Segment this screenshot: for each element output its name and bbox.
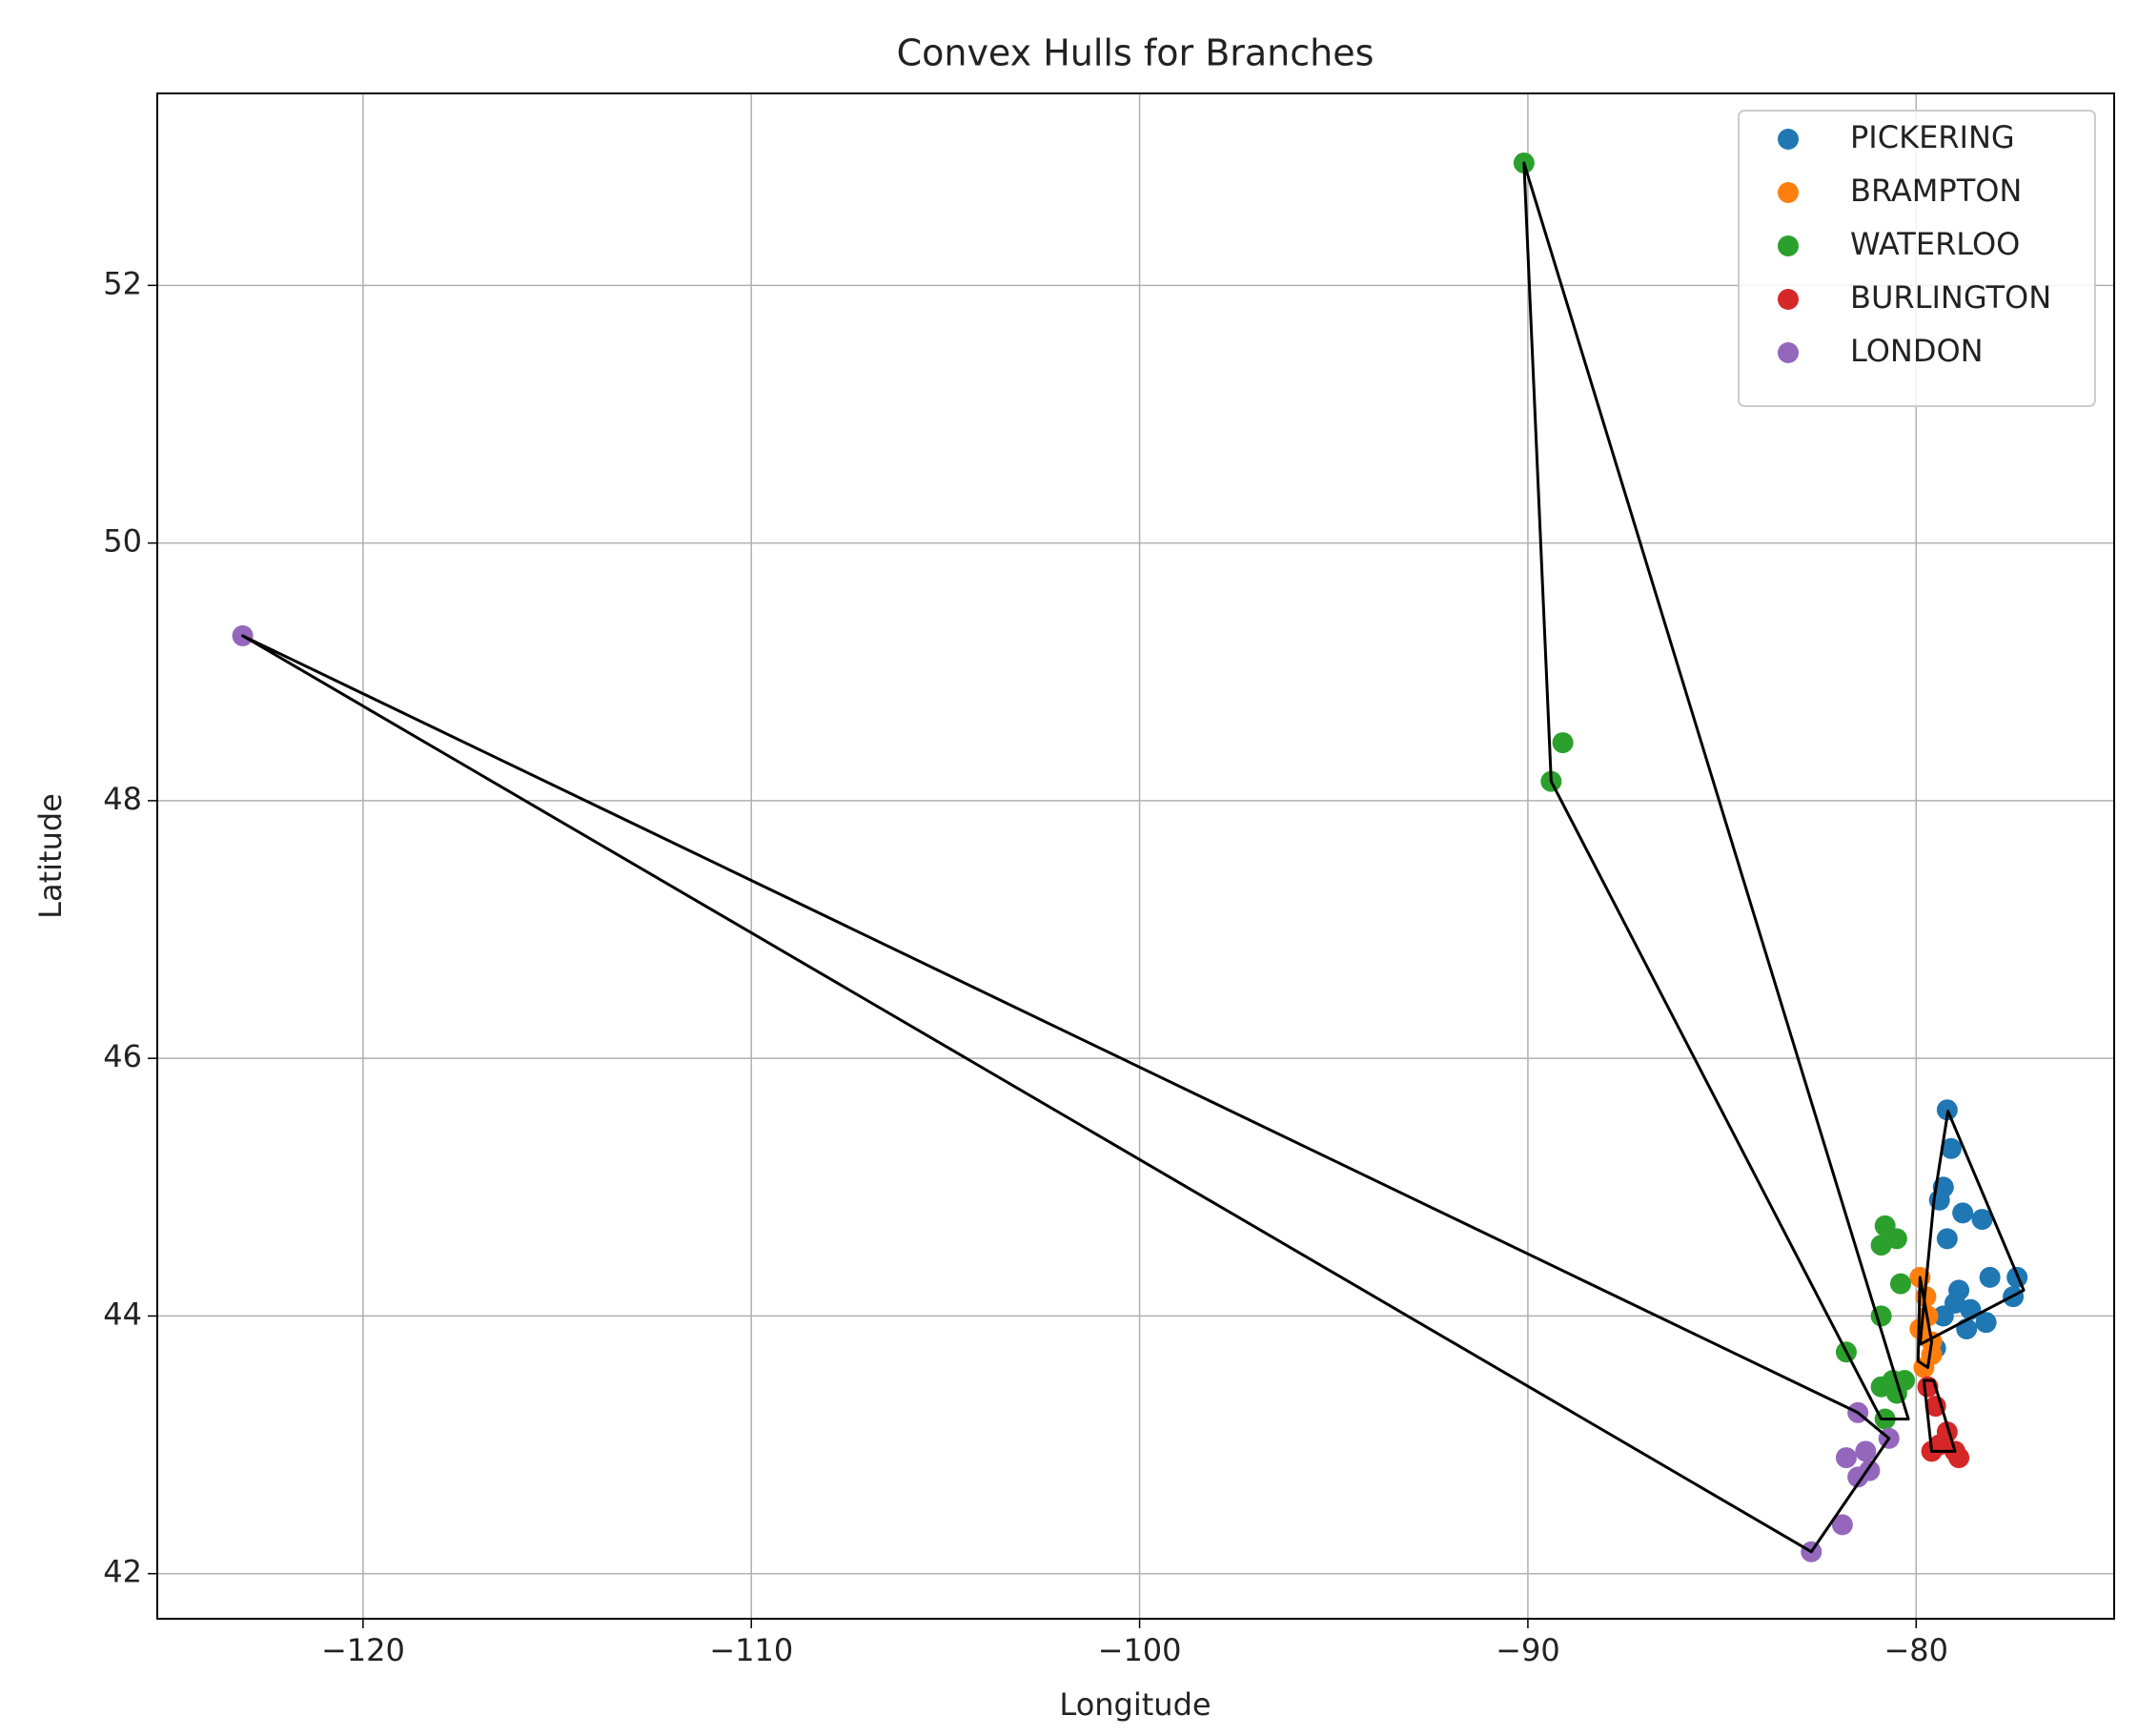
legend-label: PICKERING xyxy=(1850,119,2015,155)
scatter-point xyxy=(1936,1228,1958,1250)
convex-hull xyxy=(1522,161,1910,1421)
y-tick-label: 48 xyxy=(103,781,142,817)
legend-marker xyxy=(1778,129,1799,150)
scatter-point xyxy=(1975,1312,1997,1334)
scatter-point xyxy=(1835,1447,1857,1469)
scatter-point xyxy=(1552,732,1574,754)
x-axis-label: Longitude xyxy=(1059,1686,1211,1723)
scatter-point xyxy=(1979,1266,2001,1288)
legend-label: BRAMPTON xyxy=(1850,173,2022,209)
convex-hull xyxy=(1918,1110,2026,1346)
chart-title: Convex Hulls for Branches xyxy=(897,32,1374,74)
scatter-point xyxy=(1889,1273,1911,1295)
convex-hull xyxy=(1922,1379,1957,1453)
y-tick-label: 52 xyxy=(103,265,142,301)
y-tick-label: 50 xyxy=(103,523,142,560)
y-axis-label: Latitude xyxy=(32,793,69,919)
legend-marker xyxy=(1778,289,1799,310)
legend-marker xyxy=(1778,182,1799,203)
scatter-point xyxy=(1855,1440,1877,1462)
scatter-point xyxy=(1936,1099,1958,1121)
x-tick-label: −120 xyxy=(321,1632,405,1668)
plot-frame xyxy=(156,92,2115,1620)
y-tick-label: 42 xyxy=(103,1554,142,1590)
scatter-point xyxy=(1870,1235,1892,1256)
y-tick-label: 44 xyxy=(103,1296,142,1332)
legend-marker xyxy=(1778,235,1799,256)
convex-hull xyxy=(241,634,1891,1554)
x-tick-label: −100 xyxy=(1098,1632,1182,1668)
x-tick-label: −80 xyxy=(1883,1632,1948,1668)
scatter-point xyxy=(1971,1209,1993,1231)
y-tick-label: 46 xyxy=(103,1038,142,1074)
convex-hull xyxy=(1916,1276,1934,1369)
scatter-point xyxy=(1932,1305,1954,1327)
scatter-point xyxy=(1921,1343,1943,1365)
legend-marker xyxy=(1778,342,1799,363)
legend-label: BURLINGTON xyxy=(1850,279,2051,316)
x-tick-label: −110 xyxy=(709,1632,793,1668)
x-tick-label: −90 xyxy=(1496,1632,1560,1668)
scatter-point xyxy=(1831,1514,1853,1536)
scatter-point xyxy=(1952,1202,1974,1224)
legend-label: WATERLOO xyxy=(1850,226,2020,262)
legend-label: LONDON xyxy=(1850,333,1984,369)
scatter-point xyxy=(1940,1137,1962,1159)
legend-box xyxy=(1738,110,2096,407)
